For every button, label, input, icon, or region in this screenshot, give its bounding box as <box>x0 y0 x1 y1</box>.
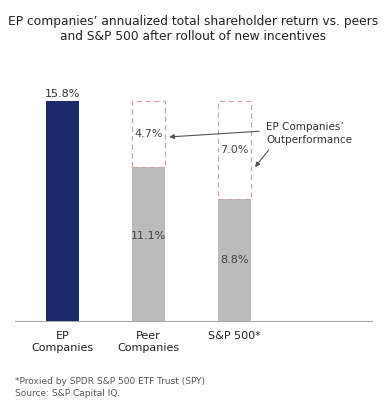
Text: 15.8%: 15.8% <box>45 89 80 99</box>
Title: EP companies’ annualized total shareholder return vs. peers
and S&P 500 after ro: EP companies’ annualized total sharehold… <box>9 15 378 43</box>
Text: EP Companies’
Outperformance: EP Companies’ Outperformance <box>266 122 352 145</box>
Text: 4.7%: 4.7% <box>134 129 163 139</box>
Bar <box>46 101 79 321</box>
Bar <box>132 166 165 321</box>
Bar <box>132 101 165 166</box>
Bar <box>218 198 251 321</box>
Text: 11.1%: 11.1% <box>131 231 166 241</box>
Text: *Proxied by SPDR S&P 500 ETF Trust (SPY)
Source: S&P Capital IQ.: *Proxied by SPDR S&P 500 ETF Trust (SPY)… <box>15 376 205 398</box>
Bar <box>218 101 251 198</box>
Text: 7.0%: 7.0% <box>220 145 248 155</box>
Text: 8.8%: 8.8% <box>220 255 248 265</box>
Bar <box>132 101 165 166</box>
Bar <box>218 101 251 198</box>
